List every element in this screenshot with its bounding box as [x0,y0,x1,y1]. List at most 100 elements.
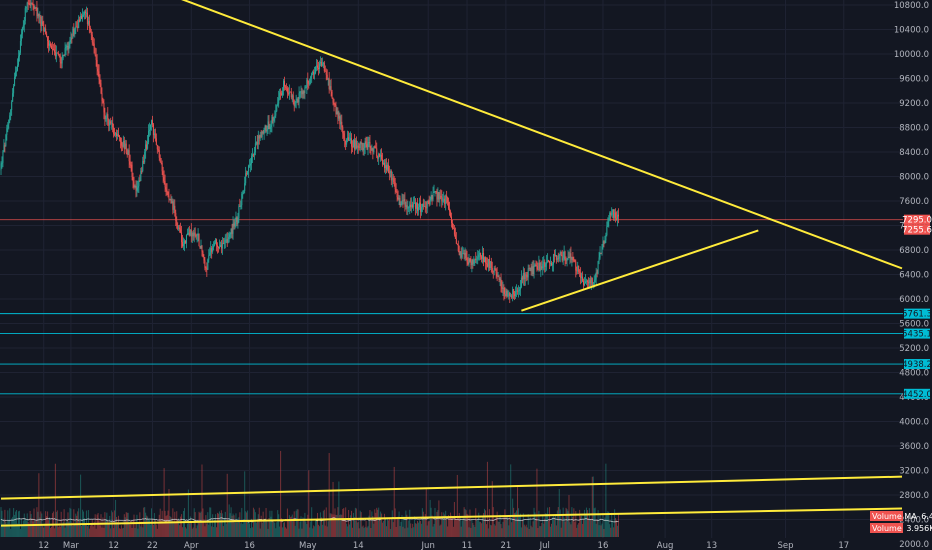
volume-bar [276,522,278,537]
candle-body [271,117,273,126]
volume-bar [58,523,60,537]
candle-body [88,21,90,28]
volume-bar [493,524,495,537]
candle-body [192,233,194,237]
volume-bar [151,518,153,537]
candle-body [385,165,387,170]
volume-bar [557,507,559,537]
volume-bar [397,516,399,537]
candle-body [584,281,586,284]
candle-body [449,208,451,212]
volume-bar [475,508,477,537]
volume-bar [136,514,138,537]
candle-body [233,223,235,227]
volume-bar [345,507,347,537]
candle-body [343,133,345,138]
candle-body [153,133,155,136]
volume-bar [391,510,393,537]
candle-body [354,140,356,150]
volume-bar [71,522,73,537]
volume-bar [388,518,390,537]
volume-bar [347,526,349,537]
candle-body [288,91,290,95]
volume-bar [517,508,519,537]
candle-body [254,143,256,153]
volume-bar [577,524,579,537]
volume-bar [463,507,465,537]
candle-body [368,142,370,143]
volume-bar [245,511,247,537]
candle-body [584,283,586,286]
volume-bar [140,526,142,537]
candle-body [339,116,341,125]
volume-bar [301,528,303,537]
candle-body [589,280,591,283]
candle-body [414,202,416,204]
candle-body [150,120,152,125]
candle-body [426,200,428,209]
volume-bar [560,527,562,537]
volume-bar [523,524,525,537]
candle-body [498,275,500,280]
candle-body [551,262,553,266]
time-axis[interactable]: 12 Mar 12 22 Apr 16 May 14 Jun 11 21 Jul 16 Aug 13 Sep 1… [38,541,849,550]
volume-bar [461,520,463,537]
volume-bar [27,522,29,537]
time-tick: Jul [539,541,550,550]
price-tick: 4800.0 [899,369,929,379]
candle-body [64,48,66,56]
volume-bar [160,520,162,537]
volume-bar [354,507,356,537]
candle-body [392,177,394,179]
candle-body [240,205,242,207]
trend-lines[interactable] [0,0,903,527]
candle-body [56,52,58,54]
volume-bar [158,514,160,537]
candle-body [328,78,330,90]
volume-bar [229,513,231,537]
volume-bar [13,508,15,537]
volume-bar [474,527,476,537]
price-axis[interactable]: 10800.0 10400.0 10000.0 9600.0 9200.0 8800.0 8… [894,1,929,550]
candle-body [304,87,306,94]
candle-body [408,206,410,208]
candle-body [575,261,577,271]
volume-bar [222,526,224,537]
candle-body [596,272,598,274]
volume-bar [122,527,124,537]
candle-body [100,83,102,94]
price-tick: 2400.0 [899,516,929,526]
candle-body [525,274,527,276]
candle-body [411,204,413,208]
volume-bar [574,522,576,537]
volume-bar [255,522,257,537]
volume-bar [566,509,568,537]
candle-body [417,203,419,211]
volume-bar [616,520,618,537]
candle-body [459,251,461,256]
volume-bar [451,516,453,537]
volume-bar [613,527,615,537]
volume-bar [15,511,17,537]
volume-bar [484,508,486,537]
volume-bar [48,520,50,537]
volume-bar [189,516,191,537]
candle-body [428,201,430,205]
volume-bar [371,511,373,537]
candle-body [109,121,111,126]
volume-bar [517,486,519,537]
time-tick: Mar [63,541,80,550]
candle-body [85,12,87,14]
candle-body [548,260,550,262]
volume-bar [93,522,95,537]
candle-body [511,295,513,298]
volume-bar [539,526,541,537]
volume-bar [110,528,112,537]
volume-bar [118,528,120,537]
volume-bar [412,523,414,537]
volume-bar [291,514,293,537]
support-level-badge: 5761.3 [902,310,932,320]
candle-body [159,157,161,163]
